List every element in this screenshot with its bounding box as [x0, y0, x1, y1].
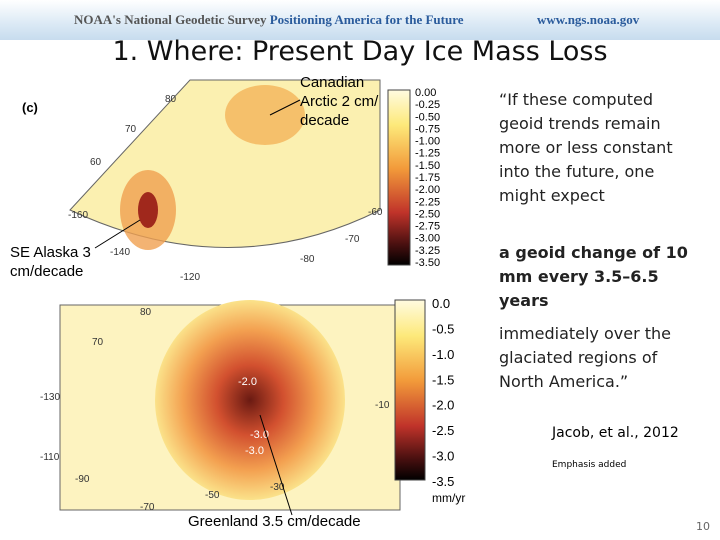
graticule-label: 60 [90, 157, 102, 168]
colorbar-tick-label: -3.25 [415, 245, 440, 257]
bottom-colorbar [394, 299, 426, 481]
colorbar-tick-label: -3.50 [415, 257, 440, 269]
colorbar-tick-label: 0.00 [415, 87, 436, 99]
colorbar-tick-label: -2.25 [415, 196, 440, 208]
arrow [94, 219, 141, 249]
colorbar-tick-label: -2.00 [415, 184, 440, 196]
callout-canadian: Canadian Arctic 2 cm/ decade [300, 74, 379, 129]
colorbar-tick-label: -3.0 [432, 449, 454, 464]
colorbar-tick-label: -3.00 [415, 233, 440, 245]
note: Emphasis added [552, 460, 627, 470]
graticule-label: -60 [368, 207, 383, 218]
colorbar-tick-label: -0.5 [432, 321, 454, 336]
org: NOAA's National Geodetic Survey [74, 12, 267, 27]
graticule-label: 80 [165, 94, 177, 105]
header-bar [0, 0, 720, 40]
citation: Jacob, et al., 2012 [552, 425, 679, 441]
greenland-loss [155, 300, 345, 500]
graticule-label: -70 [140, 502, 155, 513]
callout-greenland: Greenland 3.5 cm/decade [188, 513, 361, 530]
colorbar-tick-label: -1.50 [415, 160, 440, 172]
quote-intro: “If these computed geoid trends remain m… [499, 90, 673, 205]
colorbar-tick-label: -0.50 [415, 111, 440, 123]
page-number: 10 [696, 520, 710, 533]
graticule-label: -130 [40, 392, 60, 403]
graticule-label: -90 [75, 474, 90, 485]
graticule-label: -110 [40, 452, 60, 463]
quote-emphasis: a geoid change of 10 mm every 3.5–6.5 ye… [499, 243, 688, 310]
colorbar-tick-label: -3.5 [432, 474, 454, 489]
header-left: NOAA's National Geodetic Survey Position… [74, 12, 464, 28]
panel-label: (c) [22, 100, 38, 115]
graticule-label: 70 [92, 337, 104, 348]
colorbar-tick-label: -1.5 [432, 372, 454, 387]
tagline: Positioning America for the Future [269, 12, 464, 27]
colorbar-tick-label: -2.75 [415, 221, 440, 233]
top-colorbar [387, 89, 411, 266]
colorbar-tick-label: -2.0 [432, 398, 454, 413]
graticule-label: -10 [375, 400, 390, 411]
contour-label: -2.0 [238, 376, 257, 388]
colorbar-tick-label: -1.25 [415, 148, 440, 160]
arctic-loss [225, 85, 305, 145]
callout-alaska: SE Alaska 3 cm/decade [10, 244, 91, 280]
url: www.ngs.noaa.gov [537, 12, 640, 27]
units-label: mm/yr [432, 491, 465, 505]
colorbar-tick-label: -0.25 [415, 99, 440, 111]
colorbar-tick-label: -1.75 [415, 172, 440, 184]
graticule-label: -160 [68, 210, 88, 221]
colorbar-tick-label: -0.75 [415, 123, 440, 135]
colorbar-tick-label: 0.0 [432, 296, 450, 311]
arrow [269, 99, 301, 116]
graticule-label: -120 [180, 272, 200, 283]
graticule-label: -30 [270, 482, 285, 493]
arrow [259, 414, 293, 516]
slide-title: 1. Where: Present Day Ice Mass Loss [112, 36, 608, 67]
colorbar-tick-label: -1.0 [432, 347, 454, 362]
contour-label: -3.0 [250, 429, 269, 441]
graticule-label: -50 [205, 490, 220, 501]
graticule-label: 70 [125, 124, 137, 135]
graticule-label: -80 [300, 254, 315, 265]
quote-ending: immediately over the glaciated regions o… [499, 324, 672, 391]
alaska-core [138, 192, 158, 228]
graticule-label: -70 [345, 234, 360, 245]
maps: (c) 80 70 60 -160 -140 -120 -80 -70 -60 0.00-0.25… [22, 79, 465, 516]
colorbar-tick-label: -1.00 [415, 136, 440, 148]
graticule-label: -140 [110, 247, 130, 258]
graticule-label: 80 [140, 307, 152, 318]
colorbar-tick-label: -2.50 [415, 208, 440, 220]
colorbar-tick-label: -2.5 [432, 423, 454, 438]
contour-label: -3.0 [245, 445, 264, 457]
